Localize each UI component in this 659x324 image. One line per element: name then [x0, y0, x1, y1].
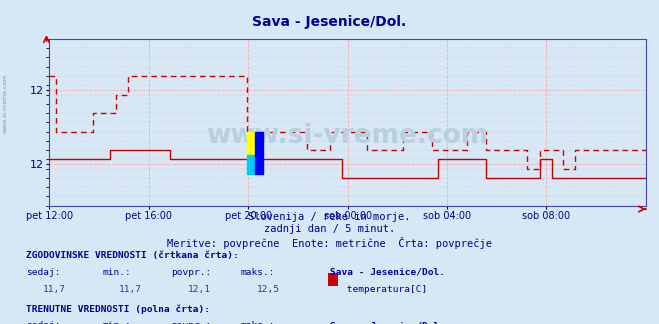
Text: Sava - Jesenice/Dol.: Sava - Jesenice/Dol.: [252, 15, 407, 29]
Text: Sava - Jesenice/Dol.: Sava - Jesenice/Dol.: [330, 268, 445, 277]
Text: Slovenija / reke in morje.: Slovenija / reke in morje.: [248, 212, 411, 222]
Text: 11,7: 11,7: [43, 285, 66, 294]
Text: Meritve: povprečne  Enote: metrične  Črta: povprečje: Meritve: povprečne Enote: metrične Črta:…: [167, 237, 492, 249]
Text: sedaj:: sedaj:: [26, 268, 61, 277]
Text: ZGODOVINSKE VREDNOSTI (črtkana črta):: ZGODOVINSKE VREDNOSTI (črtkana črta):: [26, 251, 239, 260]
Text: 11,7: 11,7: [119, 285, 142, 294]
Text: zadnji dan / 5 minut.: zadnji dan / 5 minut.: [264, 224, 395, 234]
Text: www.si-vreme.com: www.si-vreme.com: [3, 74, 8, 133]
Text: 12,5: 12,5: [257, 285, 280, 294]
Text: 12,1: 12,1: [188, 285, 211, 294]
Bar: [255, 132, 263, 174]
Text: povpr.:: povpr.:: [171, 268, 212, 277]
Text: TRENUTNE VREDNOSTI (polna črta):: TRENUTNE VREDNOSTI (polna črta):: [26, 304, 210, 314]
Text: min.:: min.:: [102, 268, 131, 277]
Text: sedaj:: sedaj:: [26, 321, 61, 324]
Text: maks.:: maks.:: [241, 321, 275, 324]
Text: povpr.:: povpr.:: [171, 321, 212, 324]
Bar: [247, 132, 255, 155]
Text: maks.:: maks.:: [241, 268, 275, 277]
Text: min.:: min.:: [102, 321, 131, 324]
Bar: [247, 155, 255, 174]
Text: Sava - Jesenice/Dol.: Sava - Jesenice/Dol.: [330, 321, 445, 324]
Text: temperatura[C]: temperatura[C]: [341, 285, 427, 294]
Text: www.si-vreme.com: www.si-vreme.com: [206, 123, 489, 149]
